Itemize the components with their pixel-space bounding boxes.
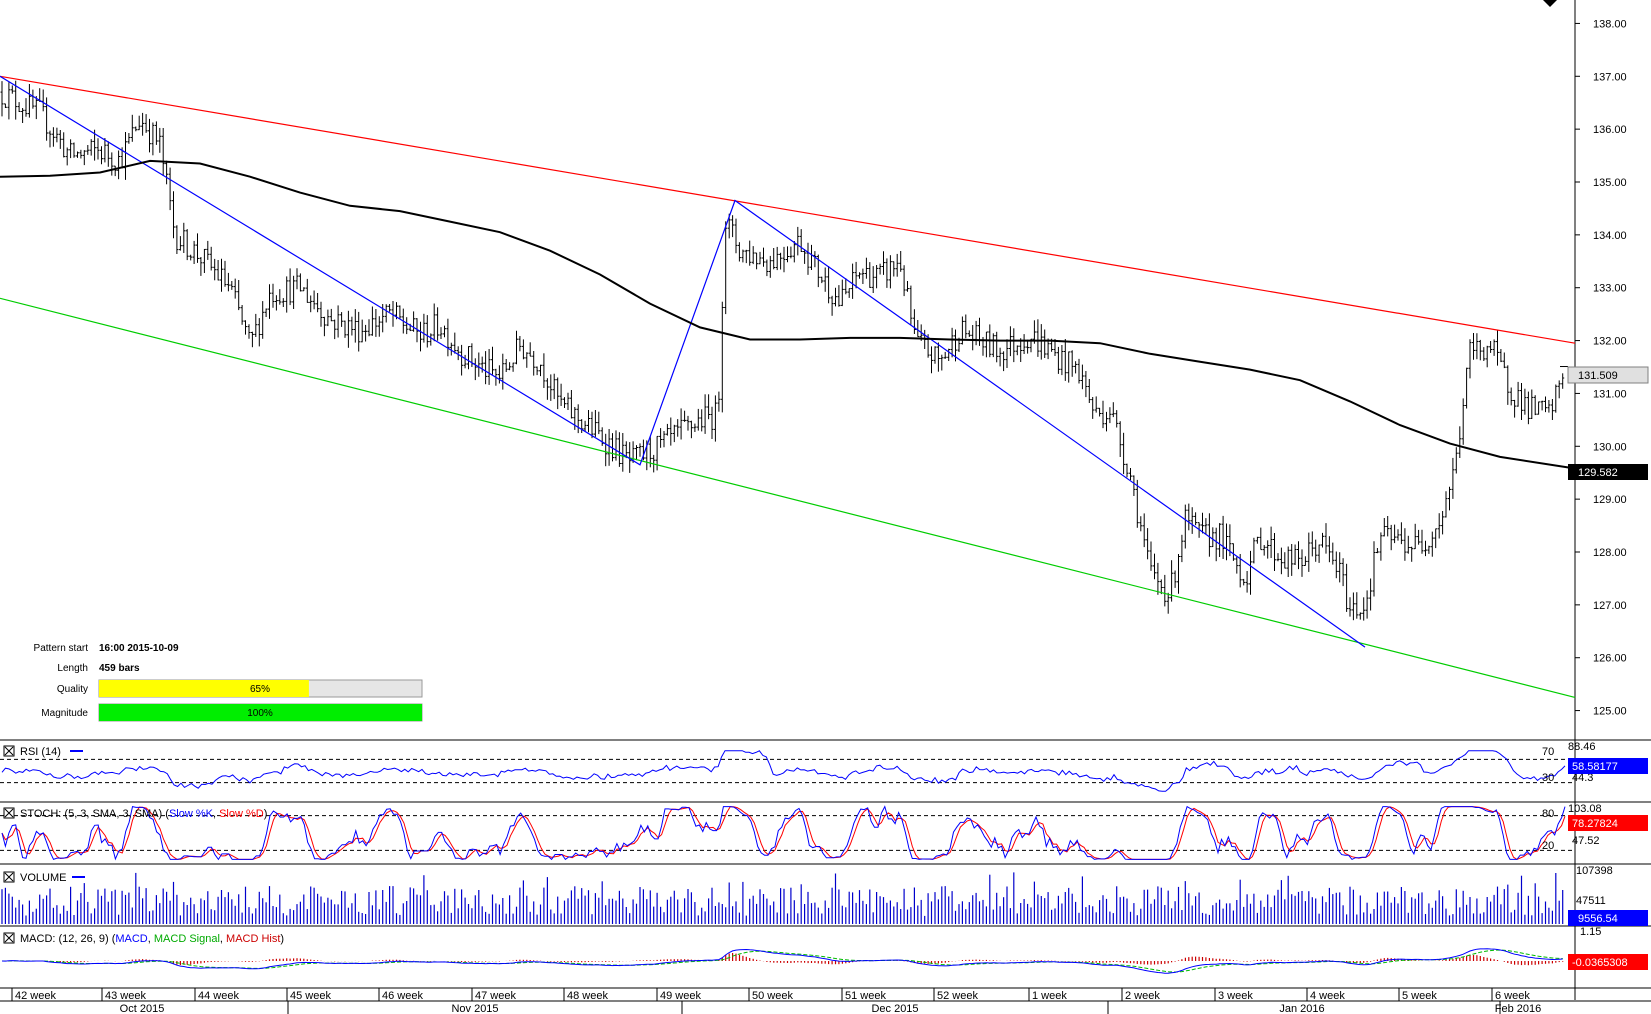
- rsi-panel: [0, 750, 1575, 792]
- ma-value-text: 129.582: [1578, 467, 1618, 479]
- stoch-last-value: 78.27824: [1572, 818, 1618, 830]
- rsi-label: RSI (14): [20, 746, 61, 758]
- rsi-scale-mid: 44.3: [1572, 772, 1593, 784]
- rsi-line: [1, 750, 1566, 792]
- week-label: 48 week: [567, 990, 608, 1002]
- volume-last-value: 9556.54: [1578, 913, 1618, 925]
- quality-bar-text: 65%: [250, 684, 270, 695]
- price-tick-label: 131.00: [1593, 388, 1627, 400]
- macd-line: [1, 948, 1563, 974]
- week-label: 49 week: [660, 990, 701, 1002]
- week-label: 43 week: [105, 990, 146, 1002]
- pattern-start-label: Pattern start: [34, 643, 89, 654]
- price-tick-label: 134.00: [1593, 230, 1627, 242]
- week-label: 52 week: [937, 990, 978, 1002]
- week-label: 47 week: [475, 990, 516, 1002]
- week-label: 1 week: [1032, 990, 1067, 1002]
- macd-header: MACD: (12, 26, 9) (MACD, MACD Signal, MA…: [3, 926, 1648, 970]
- month-label: Jan 2016: [1279, 1003, 1324, 1014]
- volume-header: VOLUME 107398 47511 9556.54: [3, 865, 1648, 926]
- pattern-quality-label: Quality: [57, 684, 88, 695]
- volume-scale-top: 107398: [1576, 865, 1613, 877]
- rsi-level-70: 70: [1542, 746, 1554, 758]
- time-axis: 42 week 43 week 44 week 45 week 46 week 47 we…: [11, 988, 1541, 1014]
- last-price-tag: 131.509: [1567, 366, 1649, 384]
- magnitude-bar-fill: [99, 704, 422, 721]
- week-label: 4 week: [1310, 990, 1345, 1002]
- moving-average-tag: 129.582: [1568, 464, 1648, 480]
- rsi-header: RSI (14) 88.46 70 30 44.3 58.58177: [3, 741, 1648, 784]
- pattern-length-value: 459 bars: [99, 663, 140, 674]
- volume-panel: [1, 872, 1564, 924]
- quality-bar-fill: [99, 680, 309, 697]
- last-price-text: 131.509: [1578, 370, 1618, 382]
- week-label: 2 week: [1125, 990, 1160, 1002]
- stoch-scale-top: 103.08: [1568, 803, 1602, 815]
- pattern-info: Pattern start 16:00 2015-10-09 Length 45…: [34, 643, 423, 722]
- week-label: 3 week: [1218, 990, 1253, 1002]
- rsi-level-30: 30: [1542, 772, 1554, 784]
- stoch-label: STOCH: (5, 3, SMA, 3, SMA) (Slow %K, Slo…: [20, 808, 267, 820]
- week-label: 50 week: [752, 990, 793, 1002]
- macd-label: MACD: (12, 26, 9) (MACD, MACD Signal, MA…: [20, 933, 284, 945]
- zigzag-line: [0, 75, 1366, 648]
- stoch-scale-mid: 47.52: [1572, 835, 1600, 847]
- price-tick-label: 132.00: [1593, 336, 1627, 348]
- price-tick-label: 138.00: [1593, 18, 1627, 30]
- price-tick-label: 129.00: [1593, 494, 1627, 506]
- month-label: Nov 2015: [451, 1003, 498, 1014]
- rsi-scale-top: 88.46: [1568, 741, 1596, 753]
- main-overlay-lines: [0, 75, 1576, 698]
- week-label: 44 week: [198, 990, 239, 1002]
- price-tick-label: 135.00: [1593, 177, 1627, 189]
- month-label: Dec 2015: [871, 1003, 918, 1014]
- price-tick-label: 125.00: [1593, 706, 1627, 718]
- pattern-magnitude-label: Magnitude: [41, 708, 88, 719]
- price-tick-label: 126.00: [1593, 653, 1627, 665]
- macd-panel: [1, 948, 1564, 974]
- pattern-length-label: Length: [57, 663, 88, 674]
- stoch-d-line: [1, 806, 1566, 860]
- stoch-level-80: 80: [1542, 808, 1554, 820]
- macd-scale-top: 1.15: [1580, 926, 1601, 938]
- stoch-level-20: 20: [1542, 840, 1554, 852]
- volume-label: VOLUME: [20, 872, 66, 884]
- rsi-last-value: 58.58177: [1572, 761, 1618, 773]
- price-tick-label: 128.00: [1593, 547, 1627, 559]
- stoch-panel: [0, 805, 1575, 861]
- magnitude-bar-text: 100%: [247, 708, 273, 719]
- ohlc-bars: [0, 80, 1565, 621]
- price-tick-label: 127.00: [1593, 600, 1627, 612]
- price-axis: 138.00 137.00 136.00 135.00 134.00 133.00 132.…: [1575, 18, 1627, 718]
- month-label: Feb 2016: [1495, 1003, 1541, 1014]
- week-label: 6 week: [1495, 990, 1530, 1002]
- upper-channel-line: [0, 75, 1576, 344]
- price-tick-label: 137.00: [1593, 71, 1627, 83]
- macd-last-value: -0.0365308: [1572, 957, 1628, 969]
- moving-average-line: [0, 159, 1576, 470]
- price-tick-label: 130.00: [1593, 441, 1627, 453]
- week-label: 5 week: [1402, 990, 1437, 1002]
- month-label: Oct 2015: [120, 1003, 165, 1014]
- price-tick-label: 133.00: [1593, 283, 1627, 295]
- lower-channel-line: [0, 297, 1576, 698]
- stoch-header: STOCH: (5, 3, SMA, 3, SMA) (Slow %K, Slo…: [3, 803, 1648, 852]
- scroll-marker-icon[interactable]: [1543, 0, 1557, 7]
- week-label: 51 week: [845, 990, 886, 1002]
- week-label: 46 week: [382, 990, 423, 1002]
- pattern-start-value: 16:00 2015-10-09: [99, 643, 179, 654]
- volume-scale-mid: 47511: [1576, 895, 1606, 907]
- price-tick-label: 136.00: [1593, 124, 1627, 136]
- stoch-k-line: [1, 805, 1566, 861]
- week-label: 45 week: [290, 990, 331, 1002]
- week-label: 42 week: [15, 990, 56, 1002]
